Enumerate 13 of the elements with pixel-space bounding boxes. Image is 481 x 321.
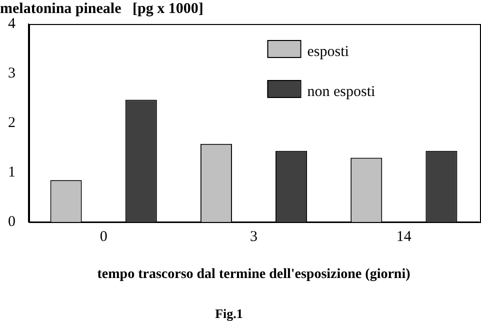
y-tick-label: 3	[8, 65, 16, 82]
x-tick-label: 0	[100, 229, 108, 246]
caption: Fig.1	[215, 306, 243, 321]
x-axis-title: tempo trascorso dal termine dell'esposizione (giorni)	[97, 267, 411, 282]
x-tick-label: 14	[396, 229, 412, 246]
x-tick-label: 3	[250, 229, 258, 246]
legend-label: esposti	[307, 44, 349, 60]
y-tick-label: 2	[8, 115, 16, 132]
y-tick-label: 4	[8, 16, 16, 32]
y-tick-label: 0	[8, 214, 16, 230]
legend-label: non esposti	[307, 84, 376, 100]
y-tick-label: 1	[8, 164, 16, 181]
chart-title: melatonina pineale [pg x 1000]	[0, 0, 204, 17]
